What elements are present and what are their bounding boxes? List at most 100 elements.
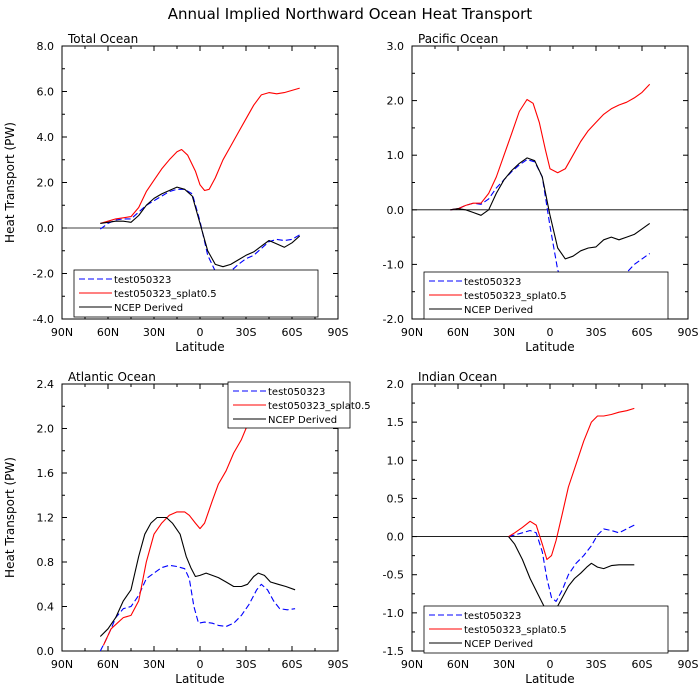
y-tick-label: -0.5 (383, 569, 404, 582)
figure-title: Annual Implied Northward Ocean Heat Tran… (168, 5, 533, 23)
y-tick-label: 1.6 (37, 467, 55, 480)
x-tick-label: 90N (51, 658, 73, 671)
legend-label: test050323_splat0.5 (464, 625, 567, 636)
x-tick-label: 60N (447, 326, 469, 339)
x-tick-label: 0 (547, 326, 554, 339)
y-tick-label: -4.0 (33, 313, 54, 326)
series-line-2 (450, 83, 651, 211)
y-tick-label: 0.0 (37, 645, 55, 658)
panel-title: Indian Ocean (418, 370, 497, 384)
y-tick-label: 0.0 (387, 531, 405, 544)
y-tick-label: 2.0 (37, 177, 55, 190)
x-tick-label: 30N (493, 658, 515, 671)
y-tick-label: 8.0 (37, 40, 55, 53)
y-tick-label: 0.0 (37, 222, 55, 235)
x-tick-label: 90N (401, 658, 423, 671)
y-tick-label: 2.4 (37, 378, 55, 391)
x-axis-label: Latitude (525, 672, 574, 686)
y-tick-label: 1.0 (387, 454, 405, 467)
x-tick-label: 60S (282, 326, 303, 339)
series-line-2 (100, 87, 300, 224)
panel-4: Indian Ocean -1.5 -1.0 -0.5 0.0 0.5 1.0 1.5 2.0 9… (383, 370, 699, 686)
x-tick-label: 60N (97, 658, 119, 671)
y-axis-label: Heat Transport (PW) (3, 457, 17, 578)
x-axis-label: Latitude (175, 672, 224, 686)
x-tick-label: 0 (547, 658, 554, 671)
y-tick-label: 4.0 (37, 131, 55, 144)
legend-label: test050323 (464, 611, 521, 622)
panels-container: Total Ocean -4.0 -2.0 0.0 2.0 4.0 6.0 8.0 90N 60N… (3, 32, 699, 686)
y-tick-label: -1.5 (383, 645, 404, 658)
legend-label: test050323_splat0.5 (268, 401, 371, 412)
x-tick-label: 90S (678, 326, 699, 339)
panel-title: Total Ocean (67, 32, 138, 46)
legend-label: test050323_splat0.5 (114, 289, 217, 300)
y-tick-label: 3.0 (387, 40, 405, 53)
legend-label: test050323 (268, 387, 325, 398)
y-tick-label: 2.0 (387, 378, 405, 391)
x-tick-label: 30S (236, 658, 257, 671)
x-tick-label: 90N (51, 326, 73, 339)
series-line-3 (100, 186, 301, 268)
x-tick-label: 90S (678, 658, 699, 671)
legend: test050323 test050323_splat0.5 NCEP Derive… (423, 605, 669, 654)
y-tick-label: 2.0 (37, 423, 55, 436)
y-tick-label: -1.0 (383, 258, 404, 271)
y-axis-label: Heat Transport (PW) (3, 122, 17, 243)
panel-title: Atlantic Ocean (68, 370, 156, 384)
x-axis-label: Latitude (525, 340, 574, 354)
legend-box (423, 271, 669, 320)
x-tick-label: 30N (493, 326, 515, 339)
legend-label: test050323 (114, 275, 171, 286)
legend-label: NCEP Derived (464, 639, 533, 650)
x-tick-label: 30N (143, 326, 165, 339)
x-tick-label: 0 (197, 326, 204, 339)
panel-2: Pacific Ocean -2.0 -1.0 0.0 1.0 2.0 3.0 90N 60N 3… (383, 32, 699, 354)
legend: test050323 test050323_splat0.5 NCEP Derive… (423, 271, 669, 320)
y-tick-label: -2.0 (383, 313, 404, 326)
legend-box (73, 269, 319, 318)
x-tick-label: 60N (97, 326, 119, 339)
series-line-3 (99, 516, 296, 637)
x-tick-label: 60S (632, 326, 653, 339)
series-line-1 (99, 188, 300, 277)
x-tick-label: 30S (236, 326, 257, 339)
x-tick-label: 30N (143, 658, 165, 671)
y-tick-label: 0.4 (37, 601, 55, 614)
series-line-2 (508, 407, 635, 561)
y-tick-label: 0.0 (387, 204, 405, 217)
legend-label: test050323 (464, 277, 521, 288)
y-tick-label: 0.8 (37, 556, 55, 569)
series-line-1 (99, 564, 296, 652)
x-tick-label: 90S (328, 326, 349, 339)
panel-title: Pacific Ocean (418, 32, 498, 46)
y-tick-label: 2.0 (387, 95, 405, 108)
x-tick-label: 60S (632, 658, 653, 671)
series-line-3 (508, 536, 635, 615)
x-tick-label: 0 (197, 658, 204, 671)
legend: test050323 test050323_splat0.5 NCEP Derive… (73, 269, 319, 318)
x-tick-label: 90N (401, 326, 423, 339)
y-tick-label: 1.5 (387, 416, 405, 429)
series-line-1 (508, 524, 635, 602)
x-axis-label: Latitude (175, 340, 224, 354)
x-tick-label: 30S (586, 658, 607, 671)
legend: test050323 test050323_splat0.5 NCEP Derive… (227, 381, 371, 429)
x-tick-label: 30S (586, 326, 607, 339)
legend-box (423, 605, 669, 654)
legend-label: NCEP Derived (114, 303, 183, 314)
legend-label: NCEP Derived (464, 305, 533, 316)
panel-1: Total Ocean -4.0 -2.0 0.0 2.0 4.0 6.0 8.0 90N 60N… (3, 32, 349, 354)
y-tick-label: 0.5 (387, 492, 405, 505)
x-tick-label: 90S (328, 658, 349, 671)
panel-3: Atlantic Ocean 0.0 0.4 0.8 1.2 1.6 2.0 2.4 90N 60… (3, 370, 371, 686)
y-tick-label: 1.0 (387, 149, 405, 162)
y-tick-label: -2.0 (33, 268, 54, 281)
y-tick-label: -1.0 (383, 607, 404, 620)
legend-label: NCEP Derived (268, 415, 337, 426)
x-tick-label: 60S (282, 658, 303, 671)
y-tick-label: 6.0 (37, 86, 55, 99)
legend-label: test050323_splat0.5 (464, 291, 567, 302)
y-tick-label: 1.2 (37, 512, 55, 525)
